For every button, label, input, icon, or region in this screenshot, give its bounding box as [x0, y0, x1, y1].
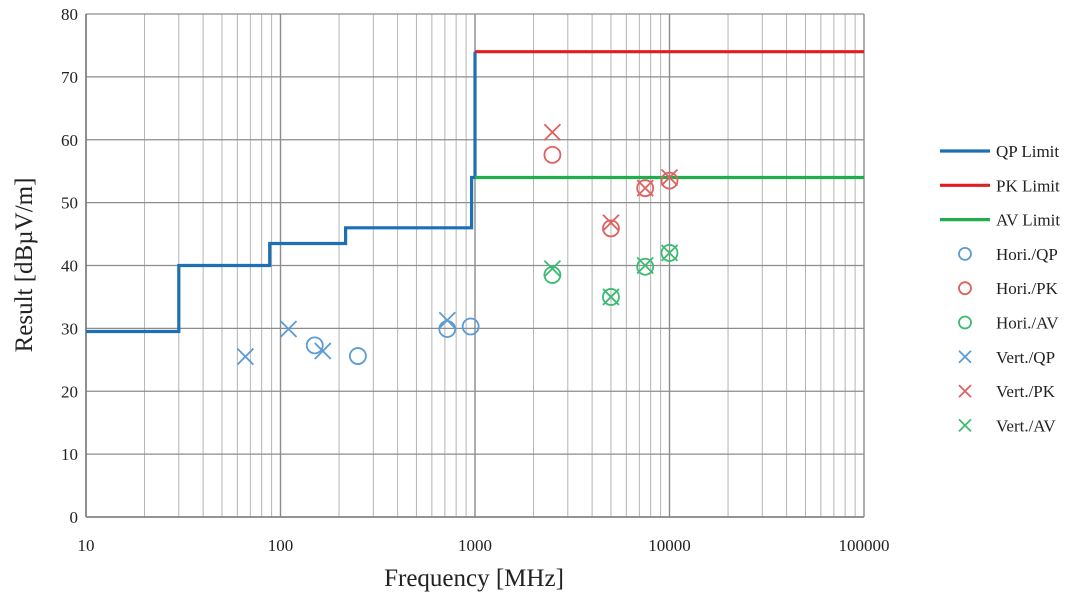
- y-tick-label: 80: [61, 5, 78, 24]
- point-vert-pk: [660, 168, 679, 187]
- legend-item-hori-av: Hori./AV: [958, 314, 1059, 333]
- point-vert-qp: [236, 348, 255, 366]
- point-vert-qp-stroke-b: [279, 320, 298, 338]
- y-tick-label: 0: [70, 508, 79, 527]
- y-tick-label: 10: [61, 445, 78, 464]
- x-tick-label: 100: [268, 536, 294, 555]
- point-hori-qp: [461, 317, 480, 336]
- legend-label: Hori./QP: [996, 245, 1058, 264]
- y-tick-label: 70: [61, 68, 78, 87]
- y-tick-label: 30: [61, 319, 78, 338]
- legend-label: Vert./AV: [996, 416, 1056, 435]
- point-vert-av: [660, 244, 679, 262]
- legend-item-qp-limit: QP Limit: [940, 142, 1059, 161]
- legend-item-pk-limit: PK Limit: [940, 176, 1060, 195]
- legend-label: QP Limit: [996, 142, 1059, 161]
- legend-swatch: [958, 418, 972, 433]
- x-tick-label: 1000: [458, 536, 492, 555]
- point-hori-av: [602, 288, 620, 306]
- x-tick-label: 100000: [839, 536, 890, 555]
- legend-label: Vert./PK: [996, 382, 1056, 401]
- point-hori-av: [636, 257, 655, 276]
- series-hori-pk: [543, 145, 679, 238]
- point-vert-av-stroke-b: [636, 256, 654, 275]
- legend-item-vert-qp: Vert./QP: [958, 348, 1055, 367]
- point-hori-pk: [602, 219, 620, 238]
- legend-item-hori-pk: Hori./PK: [958, 279, 1059, 298]
- series-layer: [86, 50, 864, 366]
- y-tick-label: 60: [61, 131, 78, 150]
- x-tick-label: 10000: [648, 536, 691, 555]
- legend-swatch-stroke-b: [958, 350, 972, 364]
- point-vert-pk: [636, 179, 654, 197]
- legend-swatch: [958, 384, 972, 398]
- series-hori-av: [543, 244, 679, 306]
- series-vert-av: [543, 244, 679, 306]
- line-qp-limit: [86, 51, 477, 334]
- series-qp-limit: [86, 51, 477, 334]
- point-hori-pk: [543, 145, 562, 164]
- legend-swatch-stroke-b: [958, 384, 972, 398]
- legend: QP Limit PK Limit AV Limit Hori./QP Hori./PK…: [940, 142, 1060, 435]
- point-vert-qp-stroke-b: [236, 348, 255, 366]
- legend-label: Hori./PK: [996, 279, 1059, 298]
- point-hori-qp: [305, 336, 324, 355]
- legend-label: PK Limit: [996, 176, 1060, 195]
- legend-item-av-limit: AV Limit: [940, 211, 1060, 230]
- point-hori-pk: [660, 171, 679, 190]
- series-vert-pk: [543, 123, 679, 232]
- point-vert-pk-stroke-b: [660, 168, 679, 187]
- legend-label: Hori./AV: [996, 314, 1059, 333]
- x-axis-label: Frequency [MHz]: [384, 565, 564, 592]
- legend-swatch: [958, 350, 972, 364]
- point-vert-pk-stroke-b: [636, 179, 654, 197]
- legend-label: Vert./QP: [996, 348, 1055, 367]
- legend-swatch: [958, 281, 972, 296]
- legend-item-vert-av: Vert./AV: [958, 416, 1056, 435]
- point-vert-av-stroke-b: [543, 260, 562, 278]
- point-vert-pk-stroke-b: [602, 214, 620, 232]
- legend-label: AV Limit: [996, 211, 1060, 230]
- x-tick-label: 10: [78, 536, 95, 555]
- legend-swatch: [958, 315, 972, 330]
- point-vert-av-stroke-b: [660, 244, 679, 262]
- point-vert-qp-stroke-b: [314, 342, 332, 360]
- point-vert-av: [602, 288, 620, 306]
- y-tick-label: 50: [61, 194, 78, 213]
- y-axis-label: Result [dBµV/m]: [11, 178, 38, 353]
- point-hori-qp: [348, 347, 367, 365]
- point-vert-pk-stroke-b: [543, 123, 562, 141]
- point-vert-qp: [314, 342, 332, 360]
- point-vert-pk: [602, 214, 620, 232]
- y-tick-label: 20: [61, 382, 78, 401]
- point-vert-av-stroke-b: [602, 288, 620, 306]
- y-tick-label: 40: [61, 257, 78, 276]
- legend-swatch: [958, 246, 972, 261]
- series-hori-qp: [305, 317, 480, 365]
- point-hori-av: [660, 244, 679, 262]
- legend-item-hori-qp: Hori./QP: [958, 245, 1058, 264]
- legend-swatch-stroke-b: [958, 418, 972, 433]
- point-vert-av: [636, 256, 654, 275]
- point-vert-qp-stroke-b: [438, 311, 456, 329]
- tick-label-layer: 0 10 20 30 40 50 60 70 80 10 100 1000 10000 100000: [61, 5, 890, 555]
- point-vert-pk: [543, 123, 562, 141]
- point-vert-qp: [438, 311, 456, 329]
- legend-item-vert-pk: Vert./PK: [958, 382, 1056, 401]
- point-hori-pk: [636, 179, 655, 198]
- point-vert-qp: [279, 320, 298, 338]
- point-vert-av: [543, 260, 562, 278]
- point-hori-av: [543, 266, 562, 284]
- series-vert-qp: [236, 311, 456, 366]
